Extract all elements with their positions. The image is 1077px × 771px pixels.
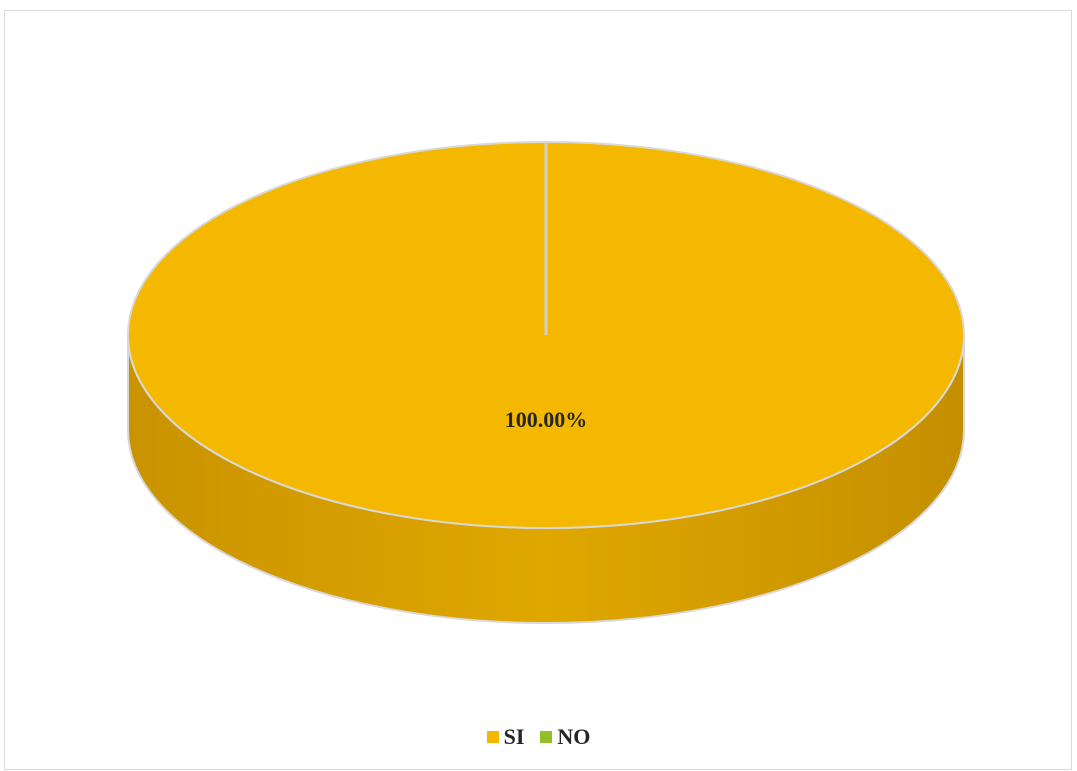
legend-swatch-si <box>486 731 499 743</box>
legend: SI NO <box>0 722 1077 752</box>
legend-item-no: NO <box>540 724 590 750</box>
data-label-si: 100.00% <box>505 407 588 432</box>
legend-item-si: SI <box>486 724 525 750</box>
legend-label-no: NO <box>557 724 591 749</box>
legend-label-si: SI <box>503 724 525 749</box>
legend-swatch-no <box>540 731 553 743</box>
